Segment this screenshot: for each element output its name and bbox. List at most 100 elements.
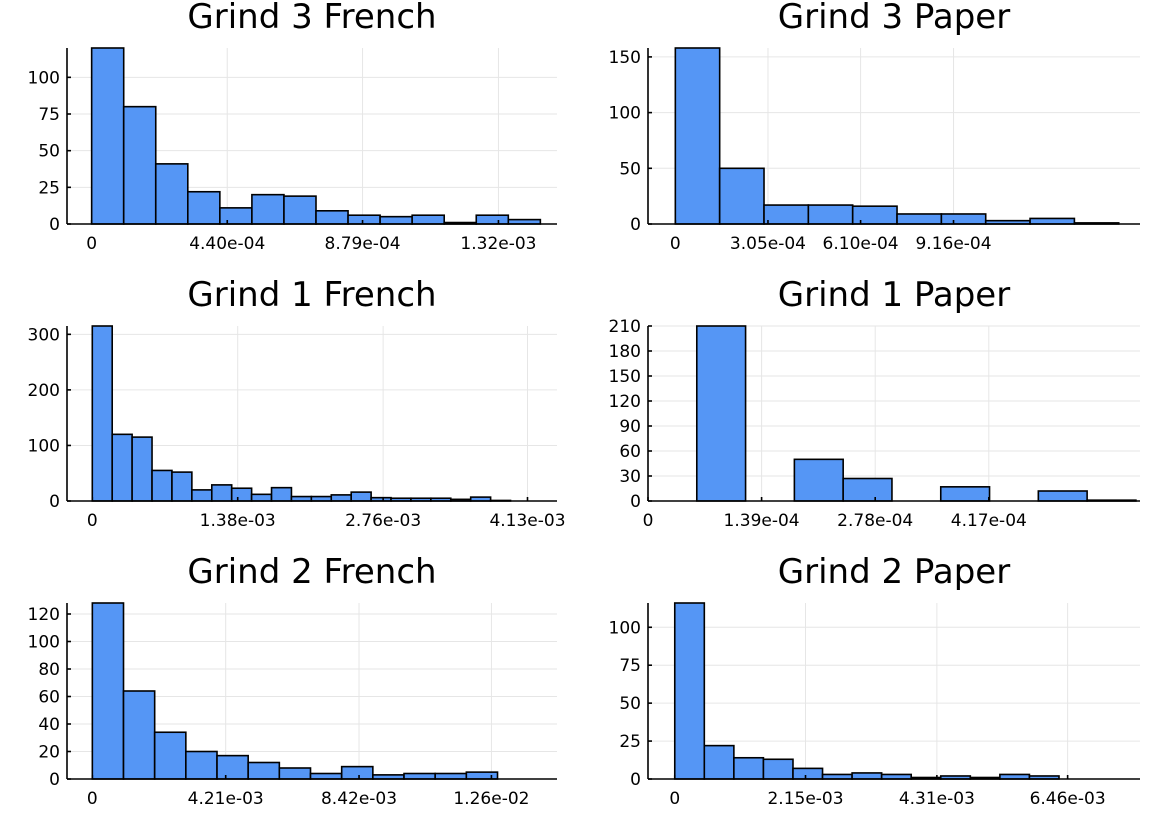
histogram-bar [718, 167, 765, 225]
histogram-bar [1029, 217, 1076, 225]
y-tick-label: 200 [28, 381, 60, 401]
histogram-panel: Grind 2 French 0 20 40 60 80 100 120 0 4.21e-03 8.… [28, 552, 557, 809]
histogram-bar [122, 690, 156, 780]
x-tick-label: 9.16e-04 [915, 234, 991, 254]
histogram-bar [247, 761, 281, 780]
x-tick-label: 0 [670, 234, 681, 254]
y-tick-label: 150 [609, 367, 641, 387]
x-tick-label: 1.32e-03 [460, 234, 536, 254]
x-tick-label: 4.13e-03 [489, 511, 565, 531]
histogram-bar [475, 214, 510, 225]
histogram-bar [283, 195, 317, 225]
histogram-bar [792, 767, 824, 780]
histogram-panel: Grind 1 French 0 100 200 300 0 1.38e-03 2.76e-0… [28, 275, 566, 531]
x-tick-label: 4.31e-03 [899, 789, 975, 809]
histogram-bar [939, 486, 991, 502]
y-tick-label: 75 [619, 656, 641, 676]
y-tick-label: 0 [49, 770, 60, 790]
y-tick-label: 60 [619, 442, 641, 462]
x-tick-label: 0 [643, 511, 654, 531]
chart-title: Grind 3 French [187, 0, 436, 37]
histogram-bar [673, 602, 706, 780]
y-tick-label: 75 [38, 105, 60, 125]
histogram-bar [379, 215, 413, 225]
chart-title: Grind 1 French [187, 275, 436, 315]
histogram-bar [793, 458, 844, 502]
histogram-bar [762, 758, 794, 780]
x-tick-label: 0 [87, 789, 98, 809]
y-tick-label: 100 [28, 633, 60, 653]
chart-title: Grind 1 Paper [778, 275, 1010, 315]
histogram-bar [131, 436, 153, 502]
x-tick-label: 8.42e-03 [321, 789, 397, 809]
histogram-bar [230, 487, 253, 502]
histogram-bar [330, 494, 353, 502]
y-tick-label: 40 [38, 715, 60, 735]
histogram-bar [851, 205, 898, 225]
y-tick-label: 100 [28, 436, 60, 456]
chart-title: Grind 2 Paper [778, 552, 1010, 592]
y-tick-label: 100 [609, 618, 641, 638]
y-tick-label: 0 [630, 492, 641, 512]
histogram-bar [91, 602, 125, 780]
histogram-bar [210, 484, 233, 502]
histogram-bar [674, 47, 721, 225]
x-tick-label: 4.40e-04 [189, 234, 265, 254]
histogram-bar [703, 744, 735, 780]
y-tick-label: 150 [609, 48, 641, 68]
histogram-bar [171, 471, 193, 502]
x-tick-label: 2.15e-03 [767, 789, 843, 809]
histogram-bar [185, 750, 218, 780]
y-tick-label: 0 [630, 770, 641, 790]
histogram-bar [154, 163, 189, 225]
y-tick-label: 25 [38, 178, 60, 198]
y-tick-label: 0 [49, 492, 60, 512]
histogram-bar [733, 756, 765, 780]
x-tick-label: 4.17e-04 [951, 511, 1027, 531]
histogram-bar [1037, 490, 1088, 502]
histogram-panel: Grind 3 Paper 0 50 100 150 0 3.05e-04 6.10e-04 9… [609, 0, 1140, 254]
histogram-panel: Grind 3 French 0 25 50 75 100 0 4.40e-04 8.79e-0… [28, 0, 557, 254]
histogram-bar [896, 213, 943, 225]
histogram-bar [465, 771, 499, 780]
x-tick-label: 4.21e-03 [188, 789, 264, 809]
histogram-bar [122, 105, 157, 225]
y-tick-label: 80 [38, 660, 60, 680]
y-tick-label: 60 [38, 688, 60, 708]
histogram-bar [191, 489, 213, 502]
histogram-bar [411, 214, 446, 225]
histogram-bar [153, 731, 187, 780]
histogram-bar [940, 213, 987, 225]
histogram-bar [278, 767, 312, 780]
y-tick-label: 20 [38, 743, 60, 763]
histogram-bar [403, 772, 436, 780]
histogram-bar [807, 204, 854, 225]
y-tick-label: 100 [609, 104, 641, 124]
histogram-panel: Grind 2 Paper 0 25 50 75 100 0 2.15e-03 4.31e-03… [609, 552, 1140, 809]
y-tick-label: 90 [619, 417, 641, 437]
histogram-bar [270, 486, 293, 502]
histogram-bar [219, 207, 253, 225]
x-tick-label: 6.46e-03 [1030, 789, 1106, 809]
histogram-bar [315, 210, 349, 225]
histogram-bar [216, 754, 249, 780]
x-tick-label: 1.39e-04 [724, 511, 800, 531]
y-tick-label: 210 [609, 317, 641, 337]
y-tick-label: 100 [28, 68, 60, 88]
histogram-bar [851, 772, 883, 780]
x-tick-label: 8.79e-04 [325, 234, 401, 254]
histogram-bar [347, 214, 381, 225]
y-tick-label: 50 [38, 142, 60, 162]
histogram-bar [763, 204, 810, 225]
histogram-bar [111, 433, 133, 502]
histogram-bar [842, 477, 893, 502]
y-tick-label: 25 [619, 732, 641, 752]
x-tick-label: 1.26e-02 [453, 789, 529, 809]
y-tick-label: 0 [630, 215, 641, 235]
y-tick-label: 180 [609, 342, 641, 362]
x-tick-label: 0 [669, 789, 680, 809]
y-tick-label: 0 [49, 215, 60, 235]
histogram-bar [434, 772, 468, 780]
x-tick-label: 1.38e-03 [200, 511, 276, 531]
